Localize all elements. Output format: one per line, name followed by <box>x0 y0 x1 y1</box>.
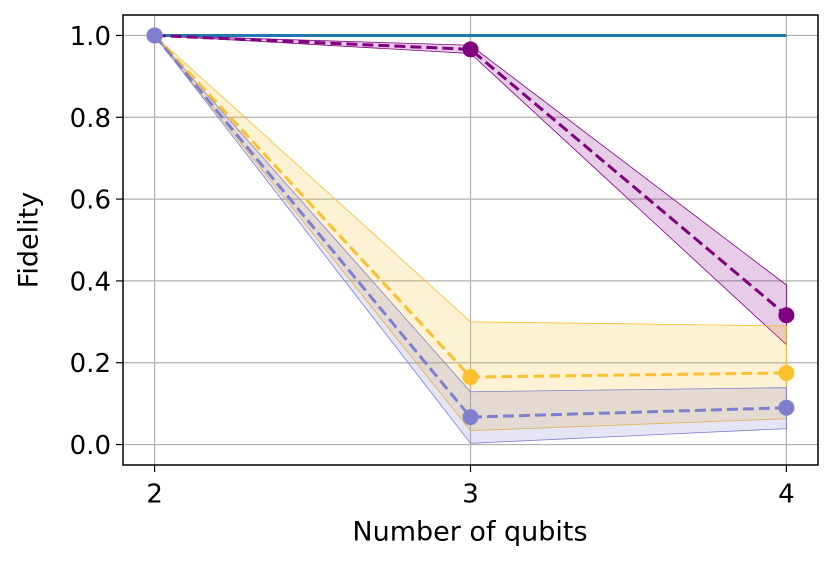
y-tick-label: 1.0 <box>70 22 111 52</box>
x-tick-label: 3 <box>462 480 479 510</box>
point <box>146 27 163 44</box>
y-tick-label: 0.4 <box>70 267 111 297</box>
point <box>778 364 795 381</box>
point <box>778 399 795 416</box>
x-tick-label: 4 <box>778 480 795 510</box>
point <box>462 409 479 426</box>
x-axis-label: Number of qubits <box>352 517 587 548</box>
x-tick-label: 2 <box>146 480 163 510</box>
point <box>462 41 479 58</box>
y-tick-label: 0.0 <box>70 431 111 461</box>
y-tick-label: 0.6 <box>70 186 111 216</box>
plot-frame <box>122 14 819 466</box>
point <box>462 369 479 386</box>
y-axis-label: Fidelity <box>14 192 45 288</box>
series-line <box>154 33 788 317</box>
series-line <box>153 34 787 419</box>
y-tick-label: 0.2 <box>70 349 111 379</box>
y-tick-label: 0.8 <box>70 104 111 134</box>
point <box>778 307 795 324</box>
